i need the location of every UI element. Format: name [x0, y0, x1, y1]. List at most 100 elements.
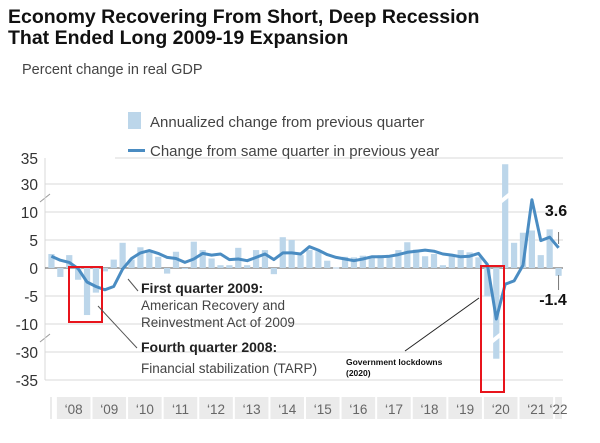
annotation-2009-title: First quarter 2009:: [141, 280, 263, 296]
annotation-2009-line1: American Recovery and: [141, 298, 285, 313]
bar-2016Q2: [350, 257, 358, 268]
bar-2011Q4: [190, 241, 197, 268]
x-tick-label: ‘18: [421, 402, 439, 417]
y-tick-label: 35: [21, 151, 38, 168]
annotation-lockdown-title: Government lockdowns: [346, 357, 443, 367]
bar-2012Q2: [208, 258, 215, 268]
x-year-cell: [128, 397, 162, 419]
legend-line-label: Change from same quarter in previous yea…: [150, 143, 439, 160]
bar-2008Q1: [57, 268, 64, 277]
annotation-leader: [127, 278, 139, 292]
x-tick-label: ‘10: [136, 402, 154, 417]
bar-2017Q4: [404, 242, 411, 268]
legend-line-swatch: [128, 149, 145, 152]
bar-2021Q3: [537, 255, 544, 268]
y-tick-label: 30: [21, 177, 39, 194]
highlight-box-2008: [68, 266, 103, 323]
bar-2007Q4: [48, 254, 55, 268]
bar-2017Q2: [386, 255, 393, 268]
x-year-cell: [163, 397, 198, 419]
bar-2017Q3: [395, 250, 402, 268]
bar-2008Q3: [75, 268, 82, 280]
x-year-cell: [341, 397, 376, 419]
last-quarter-label: -1.4: [539, 292, 567, 309]
bar-2021Q1: [519, 232, 527, 268]
y-tick-label: -30: [16, 345, 39, 362]
bar-2009Q4: [119, 242, 126, 268]
chart-subtitle: Percent change in real GDP: [22, 62, 203, 78]
bar-2019Q4: [475, 257, 482, 268]
bar-2017Q1: [377, 255, 384, 268]
x-tick-label: ‘16: [349, 402, 367, 417]
bar-2018Q1: [413, 249, 420, 268]
x-tick-label: ‘21: [527, 402, 545, 417]
x-strip-edge: [50, 397, 52, 419]
bar-2008Q4: [83, 268, 91, 316]
x-year-cell: [92, 397, 127, 419]
bar-2021Q4: [546, 229, 553, 268]
bar-2018Q2: [421, 256, 429, 268]
x-year-cell: [483, 397, 518, 419]
x-tick-label: ‘14: [278, 402, 297, 417]
y-tick-label: -10: [16, 317, 39, 334]
annotation-2009-line2: Reinvestment Act of 2009: [141, 315, 295, 330]
bar-2011Q3: [181, 268, 189, 269]
bar-2019Q1: [448, 254, 455, 268]
x-year-cell: [306, 397, 340, 419]
bar-2009Q1: [92, 268, 100, 293]
bar-2015Q3: [324, 260, 331, 268]
x-tick-label: ‘17: [385, 402, 403, 417]
bar-2020Q1: [484, 268, 491, 297]
bar-2016Q3: [359, 255, 366, 268]
bar-2009Q3: [110, 259, 117, 268]
bar-2012Q4: [226, 265, 233, 268]
y-tick-label: -5: [24, 289, 38, 306]
x-year-cell: [270, 397, 304, 419]
bar-2012Q1: [199, 250, 206, 268]
x-year-cell: [555, 397, 562, 419]
x-year-cell: [519, 397, 554, 419]
highlight-box-2020: [480, 265, 505, 393]
bar-2018Q4: [439, 265, 447, 268]
x-tick-label: ‘09: [100, 402, 118, 417]
bar-2015Q4: [333, 267, 340, 269]
x-tick-label: ‘15: [314, 402, 332, 417]
chart-title-line1: Economy Recovering From Short, Deep Rece…: [8, 6, 479, 28]
bar-2020Q3: [502, 164, 509, 268]
last-yoy-label: 3.6: [545, 203, 567, 220]
x-year-cell: [377, 397, 411, 419]
bar-2013Q3: [252, 250, 260, 268]
bar-2014Q1: [270, 268, 277, 275]
annotation-lockdown-line1: (2020): [346, 368, 371, 378]
x-year-cell: [234, 397, 269, 419]
bar-2022Q1: [555, 268, 562, 276]
x-year-cell: [56, 397, 91, 419]
bar-break-mark: [497, 191, 513, 205]
y-tick-label: 5: [29, 233, 38, 250]
x-year-cell: [412, 397, 447, 419]
yoy-line: [50, 198, 560, 321]
annotation-2008-title: Fourth quarter 2008:: [141, 339, 277, 355]
x-tick-label: ‘13: [243, 402, 261, 417]
bar-2011Q1: [163, 268, 171, 274]
bar-2010Q1: [128, 259, 135, 268]
chart-title-line2: That Ended Long 2009-19 Expansion: [8, 27, 348, 49]
bar-2016Q4: [368, 256, 375, 268]
x-tick-label: ‘12: [207, 402, 225, 417]
x-tick-label: ‘08: [65, 402, 83, 417]
bar-2015Q1: [306, 250, 313, 268]
x-tick-label: ‘20: [492, 402, 510, 417]
y-tick-label: 10: [21, 205, 39, 222]
x-tick-label: ‘19: [456, 402, 474, 417]
bar-2010Q2: [137, 247, 144, 268]
bar-2013Q4: [261, 250, 269, 268]
bar-2009Q2: [101, 268, 108, 272]
bar-2021Q2: [528, 230, 535, 268]
x-tick-label: ‘11: [172, 402, 189, 417]
bar-2010Q3: [146, 251, 153, 268]
annotation-leader: [404, 297, 480, 352]
bar-2015Q2: [315, 251, 322, 268]
annotation-leader: [97, 305, 138, 349]
